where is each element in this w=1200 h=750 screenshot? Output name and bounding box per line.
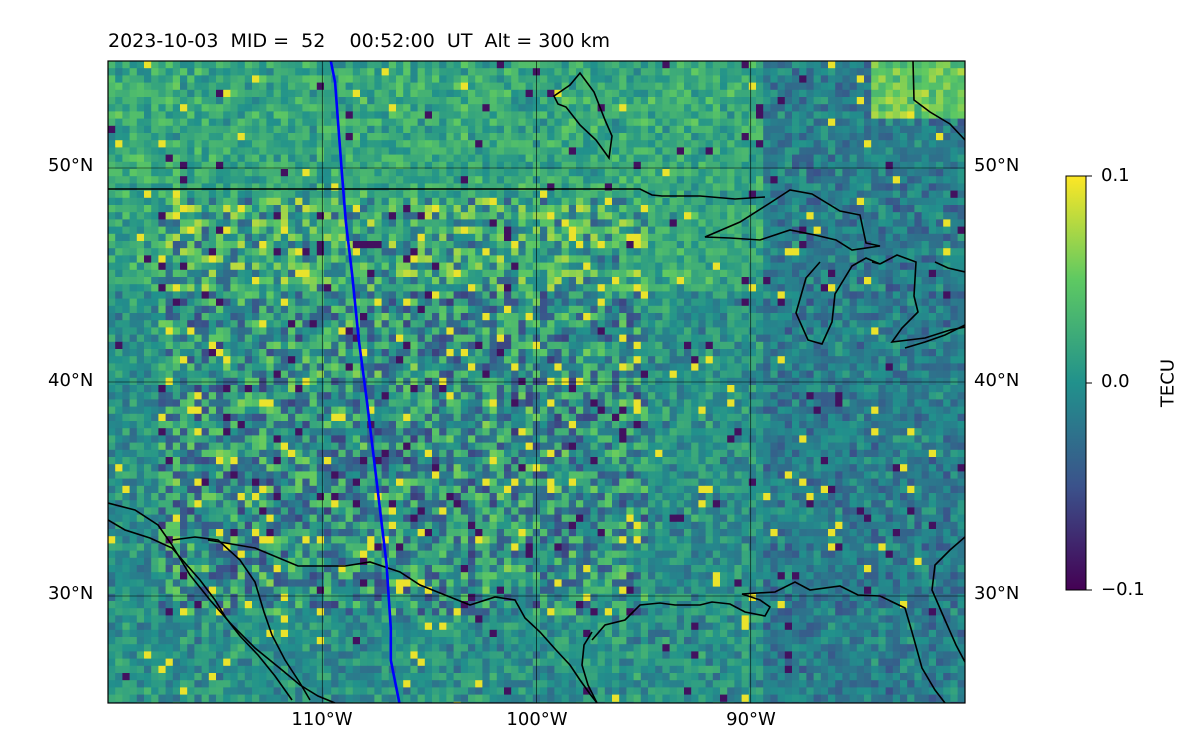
lake-michigan-outline — [795, 257, 881, 345]
map-gridlines — [108, 61, 965, 703]
lat-label-50-left: 50°N — [48, 155, 94, 176]
hudson-bay-islands — [552, 71, 613, 161]
lat-label-50-right: 50°N — [974, 155, 1020, 176]
colorbar-tick-max: 0.1 — [1101, 165, 1130, 186]
lon-label-110w: 110°W — [291, 709, 353, 730]
lake-huron-outline — [879, 254, 965, 344]
map-frame — [107, 60, 966, 704]
dtec-heatmap — [108, 61, 965, 703]
colorbar-tick-min: −0.1 — [1101, 579, 1145, 600]
plot-title: 2023-10-03 MID = 52 00:52:00 UT Alt = 30… — [108, 30, 611, 52]
lake-superior-outline — [704, 189, 881, 251]
gulf-coast — [591, 581, 946, 703]
lat-label-30-right: 30°N — [974, 583, 1020, 604]
lat-label-40-left: 40°N — [48, 370, 94, 391]
us-mexico-border — [207, 539, 598, 703]
mexico-gulf-coast — [581, 631, 598, 703]
us-canada-border — [108, 188, 766, 200]
florida-peninsula — [931, 536, 965, 663]
ontario-outline — [934, 261, 965, 273]
baja-peninsula — [108, 519, 293, 701]
gulf-of-california-coast — [171, 536, 311, 701]
coastlines — [108, 61, 965, 703]
lake-erie-outline — [904, 324, 965, 349]
lon-label-100w: 100°W — [506, 709, 568, 730]
lat-label-30-left: 30°N — [48, 583, 94, 604]
axis-ticks — [1086, 175, 1092, 591]
colorbar — [1065, 175, 1087, 591]
lat-label-40-right: 40°N — [974, 370, 1020, 391]
lon-label-90w: 90°W — [726, 709, 776, 730]
satellite-track-line — [329, 61, 401, 703]
colorbar-tick-zero: 0.0 — [1101, 371, 1130, 392]
hudson-bay-coast — [912, 61, 965, 141]
colorbar-label: TECU — [1157, 358, 1179, 408]
